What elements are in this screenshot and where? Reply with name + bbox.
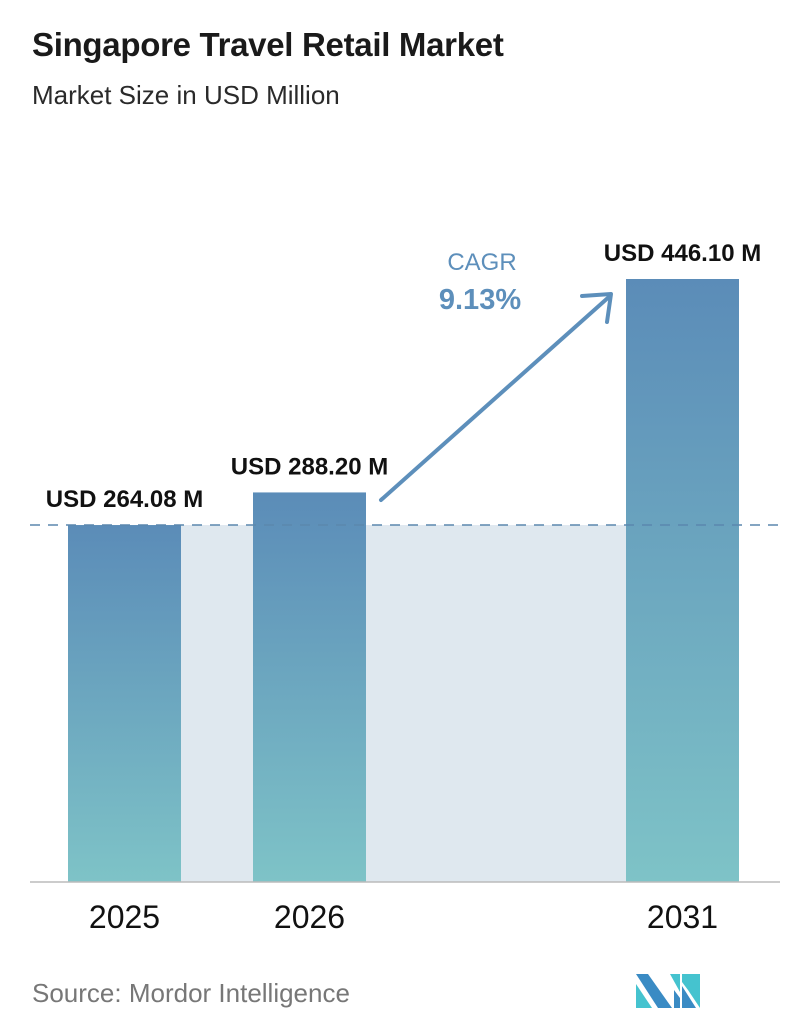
cagr-arrow-head — [580, 292, 613, 324]
data-label-2031: USD 446.10 M — [604, 240, 761, 267]
data-label-2025: USD 264.08 M — [46, 486, 203, 513]
chart-title: Singapore Travel Retail Market — [32, 26, 504, 63]
data-label-2026: USD 288.20 M — [231, 453, 388, 480]
x-tick-2025: 2025 — [89, 899, 160, 935]
source-text: Source: Mordor Intelligence — [32, 978, 350, 1008]
cagr-label: CAGR — [447, 249, 516, 276]
bar-2031 — [626, 279, 739, 882]
bar-2026 — [253, 492, 366, 882]
cagr-arrow-line — [379, 294, 612, 502]
cagr-value: 9.13% — [439, 284, 521, 316]
bar-2025 — [68, 525, 181, 882]
bar-chart: USD 264.08 M 2025 USD 288.20 M 2026 USD 446.… — [30, 240, 780, 935]
mordor-intelligence-logo — [636, 974, 700, 1008]
x-tick-2026: 2026 — [274, 899, 345, 935]
x-tick-2031: 2031 — [647, 899, 718, 935]
chart-subtitle: Market Size in USD Million — [32, 80, 340, 110]
